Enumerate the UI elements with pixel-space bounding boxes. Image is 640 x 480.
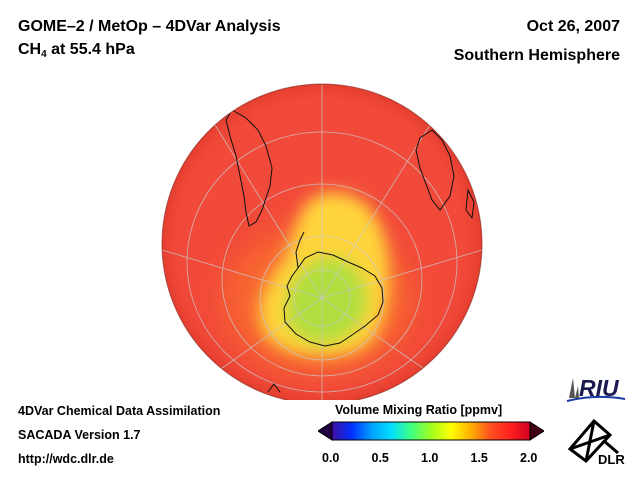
dlr-logo-text: DLR	[598, 452, 625, 467]
dlr-logo: DLR	[567, 418, 625, 467]
page-title: GOME–2 / MetOp – 4DVar Analysis	[18, 18, 281, 35]
colorbar-gradient	[331, 421, 531, 441]
dlr-logo-mark	[567, 418, 619, 464]
africa-coast	[415, 129, 455, 211]
globe-outline	[161, 83, 483, 400]
colorbar	[318, 421, 544, 441]
hemisphere-label: Southern Hemisphere	[453, 47, 620, 64]
footer-version: SACADA Version 1.7	[18, 428, 141, 442]
footer-title: 4DVar Chemical Data Assimilation	[18, 404, 221, 418]
colorbar-title: Volume Mixing Ratio [ppmv]	[335, 403, 503, 417]
australia-coast	[397, 379, 449, 400]
antarctic-peninsula	[295, 231, 305, 269]
riu-logo-mark	[569, 378, 579, 398]
madagascar-coast	[465, 188, 475, 220]
colorbar-tick-label: 2.0	[520, 451, 538, 465]
globe-map	[161, 83, 483, 400]
species-subscript: 4	[41, 49, 47, 60]
colorbar-tick-label: 0.5	[371, 451, 389, 465]
south-america-coast	[225, 109, 273, 227]
colorbar-right-arrow	[529, 421, 544, 441]
new-zealand-coast	[267, 383, 281, 393]
colorbar-tick-label: 1.5	[470, 451, 488, 465]
coastlines	[225, 109, 475, 400]
colorbar-left-arrow	[318, 421, 333, 441]
species-formula: CH	[18, 41, 42, 58]
antarctica-coast	[283, 251, 384, 347]
footer-url: http://wdc.dlr.de	[18, 452, 114, 466]
riu-logo-swoosh	[566, 395, 626, 402]
riu-logo: RIU	[566, 375, 626, 402]
graticule	[162, 84, 482, 400]
date-label: Oct 26, 2007	[526, 18, 620, 35]
colorbar-tick-label: 0.0	[322, 451, 340, 465]
species-level-title: CH4 at 55.4 hPa	[18, 42, 135, 60]
colorbar-tick-label: 1.0	[421, 451, 439, 465]
pressure-level: at 55.4 hPa	[46, 41, 135, 58]
